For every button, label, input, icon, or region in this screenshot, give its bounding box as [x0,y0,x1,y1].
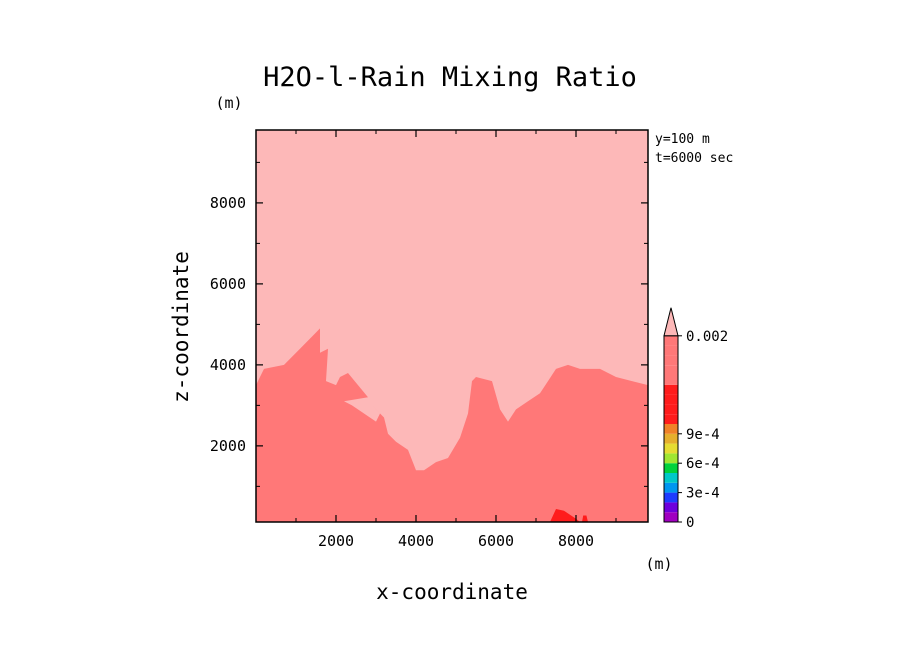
x-tick-label: 2000 [318,532,354,550]
colorbar-box [664,365,678,375]
colorbar-box [664,345,678,356]
x-unit-label: (m) [645,555,672,573]
colorbar-box [664,384,678,395]
y-unit-label: (m) [215,94,242,112]
x-tick-label: 6000 [478,532,514,550]
contour-region-high-dot [582,515,588,522]
colorbar-label: 9e-4 [686,427,720,443]
colorbar-box [664,355,678,366]
colorbar-box [664,424,678,434]
colorbar-label: 6e-4 [686,456,720,472]
colorbar-box [664,394,678,405]
colorbar-box [664,375,678,385]
colorbar-extend-triangle [663,307,679,337]
plot-area [256,130,648,522]
plot-frame [255,129,649,523]
y-tick-label: 8000 [210,194,246,212]
chart-title: H2O-l-Rain Mixing Ratio [263,62,637,93]
contour-region-mid [256,328,648,522]
colorbar-box [664,502,678,513]
annotation-t: t=6000 sec [655,151,733,166]
colorbar-box [664,404,678,415]
colorbar-label: 0 [686,515,694,531]
colorbar-box [664,335,678,346]
annotation-y: y=100 m [655,132,710,147]
colorbar-box [664,443,678,454]
x-tick-label: 8000 [558,532,594,550]
y-axis-label: z-coordinate [169,251,193,403]
colorbar-box [664,414,678,424]
colorbar-box [664,492,678,503]
x-axis: 2000 4000 6000 8000 [295,130,617,550]
x-tick-label: 4000 [398,532,434,550]
x-axis-label: x-coordinate [376,580,528,604]
y-axis: 2000 4000 6000 8000 [210,161,648,487]
contour-region-high-patch [550,509,580,522]
colorbar-box [664,453,678,464]
colorbar-label: 0.002 [686,329,728,345]
colorbar-label: 3e-4 [686,486,720,502]
y-tick-label: 2000 [210,437,246,455]
colorbar-box [664,482,678,493]
colorbar: 0 3e-4 6e-4 9e-4 0.002 [663,307,728,531]
colorbar-box [664,512,678,522]
y-tick-label: 4000 [210,356,246,374]
y-tick-label: 6000 [210,275,246,293]
colorbar-box [664,433,678,444]
colorbar-box [664,473,678,483]
colorbar-box [664,463,678,473]
